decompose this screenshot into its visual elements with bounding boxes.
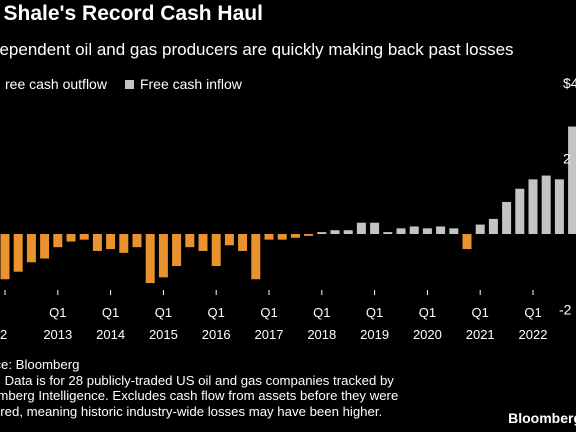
x-tick-label-0-0: 2 (0, 327, 7, 342)
bar-24 (317, 232, 327, 234)
bar-42 (554, 179, 564, 234)
bar-16 (211, 234, 221, 267)
bar-41 (541, 175, 551, 234)
bar-27 (356, 222, 366, 234)
bar-39 (515, 188, 525, 234)
x-tick-label-7-0: Q1 (366, 305, 383, 320)
data-note-line-2: omberg Intelligence. Excludes cash flow … (0, 388, 399, 403)
x-tick-label-5-1: 2017 (255, 327, 284, 342)
y-tick-label-1: 2 (563, 151, 571, 167)
bar-26 (343, 230, 353, 234)
bar-31 (409, 226, 419, 234)
bar-43 (568, 126, 576, 234)
x-tick-label-2-1: 2014 (96, 327, 125, 342)
chart-title: 5 Shale's Record Cash Haul (0, 2, 263, 25)
x-tick-label-10-0: Q1 (524, 305, 541, 320)
legend-item-inflow: Free cash inflow (124, 76, 242, 92)
bar-33 (436, 226, 446, 234)
bar-19 (251, 234, 261, 280)
bar-32 (422, 228, 432, 234)
bar-36 (475, 224, 485, 234)
bar-20 (264, 234, 274, 240)
legend-item-outflow: ree cash outflow (0, 76, 107, 92)
x-tick-label-6-0: Q1 (313, 305, 330, 320)
bar-4 (53, 234, 63, 248)
bar-23 (304, 234, 314, 236)
bar-2 (26, 234, 36, 263)
x-tick-label-8-1: 2020 (413, 327, 442, 342)
x-tick-label-4-0: Q1 (208, 305, 225, 320)
x-tick-label-7-1: 2019 (360, 327, 389, 342)
bar-14 (185, 234, 195, 248)
bar-9 (119, 234, 129, 253)
bar-35 (462, 234, 472, 250)
y-tick-label-0: $4 (563, 75, 576, 91)
bar-34 (449, 228, 459, 234)
x-tick-label-5-0: Q1 (260, 305, 277, 320)
y-tick-label-2: -2 (559, 301, 572, 317)
bar-18 (238, 234, 248, 251)
bar-5 (66, 234, 76, 242)
x-tick-label-3-0: Q1 (155, 305, 172, 320)
bar-11 (145, 234, 155, 284)
legend: ree cash outflow Free cash inflow (0, 76, 242, 92)
bar-0 (0, 234, 10, 280)
bar-21 (277, 234, 287, 240)
x-tick-label-9-1: 2021 (466, 327, 495, 342)
bar-7 (92, 234, 102, 251)
x-tick-label-1-0: Q1 (49, 305, 66, 320)
bar-22 (290, 234, 300, 238)
x-tick-label-10-1: 2022 (519, 327, 548, 342)
bar-28 (370, 222, 380, 234)
x-tick-label-4-1: 2016 (202, 327, 231, 342)
bar-30 (396, 228, 406, 234)
x-tick-label-2-0: Q1 (102, 305, 119, 320)
bar-29 (383, 232, 393, 234)
bar-13 (172, 234, 182, 267)
bar-17 (224, 234, 234, 246)
bar-12 (158, 234, 168, 278)
bar-6 (79, 234, 89, 240)
legend-label-inflow: Free cash inflow (139, 76, 242, 92)
bar-37 (488, 218, 498, 234)
x-tick-label-1-1: 2013 (43, 327, 72, 342)
chart-subtitle: dependent oil and gas producers are quic… (0, 40, 514, 59)
x-tick-label-3-1: 2015 (149, 327, 178, 342)
bar-40 (528, 179, 538, 234)
legend-label-outflow: ree cash outflow (5, 76, 107, 92)
bar-8 (106, 234, 116, 250)
legend-swatch-inflow (124, 79, 134, 89)
x-tick-label-6-1: 2018 (307, 327, 336, 342)
x-tick-label-9-0: Q1 (472, 305, 489, 320)
bloomberg-logo: Bloomberg (508, 410, 576, 426)
chart-footer: rce: Bloomberg e: Data is for 28 publicl… (0, 357, 550, 419)
bar-25 (330, 230, 340, 234)
data-note-line-3: uired, meaning historic industry-wide lo… (0, 403, 383, 419)
data-note-line-1: e: Data is for 28 publicly-traded US oil… (0, 372, 394, 388)
bar-38 (502, 201, 512, 234)
source-note: rce: Bloomberg (0, 357, 80, 372)
x-tick-label-8-0: Q1 (419, 305, 436, 320)
bar-3 (40, 234, 50, 259)
bar-10 (132, 234, 142, 248)
bar-1 (13, 234, 23, 272)
bar-15 (198, 234, 208, 251)
